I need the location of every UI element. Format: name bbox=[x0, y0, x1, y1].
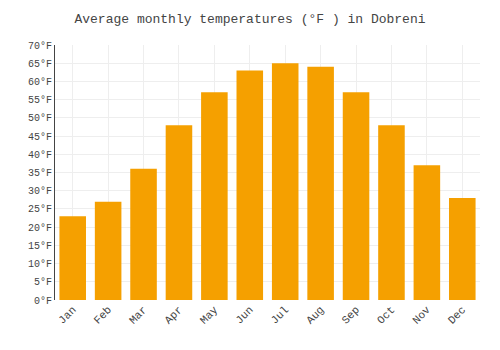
svg-text:50°F: 50°F bbox=[28, 113, 52, 124]
svg-text:10°F: 10°F bbox=[28, 259, 52, 270]
svg-text:Apr: Apr bbox=[162, 304, 184, 326]
svg-text:Feb: Feb bbox=[92, 304, 114, 326]
svg-text:35°F: 35°F bbox=[28, 168, 52, 179]
svg-text:60°F: 60°F bbox=[28, 77, 52, 88]
svg-text:20°F: 20°F bbox=[28, 223, 52, 234]
svg-text:Dec: Dec bbox=[446, 304, 468, 326]
svg-text:45°F: 45°F bbox=[28, 132, 52, 143]
svg-text:55°F: 55°F bbox=[28, 95, 52, 106]
svg-text:Jan: Jan bbox=[56, 304, 78, 326]
svg-text:15°F: 15°F bbox=[28, 241, 52, 252]
svg-text:70°F: 70°F bbox=[28, 41, 52, 52]
svg-text:25°F: 25°F bbox=[28, 204, 52, 215]
svg-text:Mar: Mar bbox=[127, 304, 149, 326]
svg-text:Nov: Nov bbox=[410, 304, 433, 327]
svg-text:30°F: 30°F bbox=[28, 186, 52, 197]
svg-text:0°F: 0°F bbox=[34, 296, 52, 307]
svg-text:May: May bbox=[198, 304, 221, 327]
svg-text:Aug: Aug bbox=[304, 304, 326, 326]
svg-text:Jun: Jun bbox=[233, 304, 255, 326]
svg-text:5°F: 5°F bbox=[34, 277, 52, 288]
svg-text:Average monthly temperatures (: Average monthly temperatures (°F ) in Do… bbox=[74, 12, 425, 27]
svg-text:Sep: Sep bbox=[340, 304, 362, 326]
svg-text:40°F: 40°F bbox=[28, 150, 52, 161]
svg-text:65°F: 65°F bbox=[28, 59, 52, 70]
svg-text:Jul: Jul bbox=[269, 304, 291, 326]
svg-text:Oct: Oct bbox=[375, 304, 397, 326]
